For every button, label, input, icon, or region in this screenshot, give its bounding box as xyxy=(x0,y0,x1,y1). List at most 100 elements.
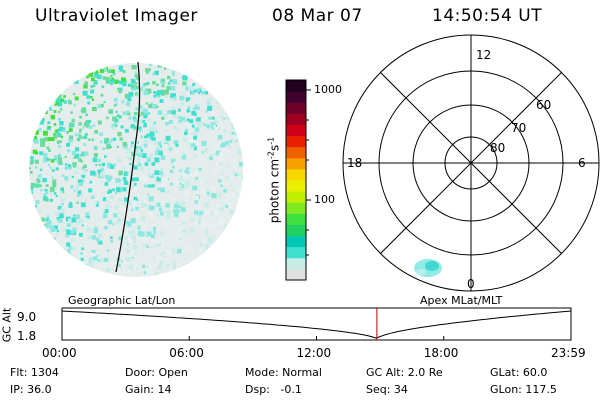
disc-pixel xyxy=(46,256,52,261)
disc-pixel xyxy=(224,244,229,248)
disc-pixel xyxy=(165,214,171,219)
disc-pixel xyxy=(139,105,143,109)
disc-pixel xyxy=(88,120,92,123)
disc-pixel xyxy=(237,124,240,127)
disc-pixel xyxy=(192,68,196,73)
disc-pixel xyxy=(168,250,172,254)
disc-pixel xyxy=(231,192,236,197)
disc-pixel xyxy=(161,245,165,249)
disc-pixel xyxy=(52,179,57,184)
disc-pixel xyxy=(100,93,104,97)
disc-pixel xyxy=(163,176,168,182)
disc-pixel xyxy=(33,98,38,104)
disc-pixel xyxy=(197,121,202,126)
disc-pixel xyxy=(134,71,137,74)
disc-pixel xyxy=(239,193,243,198)
disc-pixel xyxy=(100,167,104,172)
disc-pixel xyxy=(189,137,193,142)
disc-pixel xyxy=(166,190,170,194)
disc-pixel xyxy=(49,225,53,229)
disc-pixel xyxy=(186,109,190,113)
disc-pixel xyxy=(57,65,63,71)
disc-pixel xyxy=(113,163,116,167)
disc-pixel xyxy=(128,91,134,97)
disc-pixel xyxy=(70,111,73,114)
disc-pixel xyxy=(238,141,243,147)
disc-pixel xyxy=(110,236,113,239)
disc-pixel xyxy=(104,182,109,186)
disc-pixel xyxy=(106,162,112,168)
disc-pixel xyxy=(147,112,150,115)
disc-pixel xyxy=(182,75,188,81)
disc-pixel xyxy=(76,201,79,204)
disc-pixel xyxy=(242,110,243,114)
disc-pixel xyxy=(34,166,38,169)
disc-pixel xyxy=(88,188,93,193)
disc-pixel xyxy=(156,93,161,98)
disc-pixel xyxy=(146,270,150,274)
disc-pixel xyxy=(117,131,122,137)
disc-pixel xyxy=(240,264,243,269)
disc-pixel xyxy=(238,101,242,104)
disc-pixel xyxy=(131,234,136,240)
disc-pixel xyxy=(178,119,182,123)
disc-pixel xyxy=(108,194,114,200)
colorbar-segment xyxy=(286,124,306,137)
disc-pixel xyxy=(58,160,63,165)
disc-pixel xyxy=(215,252,219,256)
disc-pixel xyxy=(197,248,203,253)
disc-pixel xyxy=(149,131,155,137)
disc-pixel xyxy=(38,101,43,106)
disc-pixel xyxy=(112,116,117,122)
disc-pixel xyxy=(51,247,56,253)
disc-pixel xyxy=(70,276,74,277)
disc-pixel xyxy=(50,191,54,196)
disc-pixel xyxy=(68,138,73,143)
disc-pixel xyxy=(204,91,208,95)
disc-pixel xyxy=(81,152,86,157)
disc-pixel xyxy=(213,120,219,125)
disc-pixel xyxy=(239,196,243,199)
disc-pixel xyxy=(111,69,115,74)
colorbar-segment xyxy=(286,146,306,159)
disc-pixel xyxy=(69,202,73,207)
disc-pixel xyxy=(237,196,241,200)
mlt-label-18: 18 xyxy=(347,156,363,170)
disc-pixel xyxy=(33,64,38,69)
disc-pixel xyxy=(44,255,48,259)
info-gain: Gain: 14 xyxy=(125,383,172,396)
disc-pixel xyxy=(66,229,71,235)
disc-pixel xyxy=(99,68,104,74)
disc-pixel xyxy=(138,275,144,277)
disc-pixel xyxy=(95,164,98,167)
disc-pixel xyxy=(114,204,119,210)
disc-pixel xyxy=(213,210,219,216)
disc-pixel xyxy=(158,208,162,212)
disc-pixel xyxy=(105,63,109,67)
disc-pixel xyxy=(185,180,191,186)
disc-pixel xyxy=(30,161,34,165)
disc-pixel xyxy=(122,260,127,265)
disc-pixel xyxy=(52,183,57,188)
disc-pixel xyxy=(161,78,165,82)
disc-pixel xyxy=(200,188,206,193)
disc-pixel xyxy=(77,179,83,184)
disc-pixel xyxy=(37,106,42,111)
disc-pixel xyxy=(133,196,137,201)
disc-pixel xyxy=(198,216,202,220)
disc-pixel xyxy=(179,169,182,173)
disc-pixel xyxy=(34,238,38,242)
disc-pixel xyxy=(166,86,171,91)
disc-pixel xyxy=(135,206,139,211)
disc-pixel xyxy=(118,170,123,175)
disc-pixel xyxy=(97,74,102,80)
disc-pixel xyxy=(94,73,98,78)
disc-pixel xyxy=(75,214,80,219)
disc-pixel xyxy=(43,137,48,142)
disc-pixel xyxy=(120,125,124,129)
disc-pixel xyxy=(238,260,241,263)
disc-pixel xyxy=(180,102,185,106)
disc-pixel xyxy=(128,230,132,235)
disc-pixel xyxy=(231,68,236,72)
disc-pixel xyxy=(131,86,136,91)
